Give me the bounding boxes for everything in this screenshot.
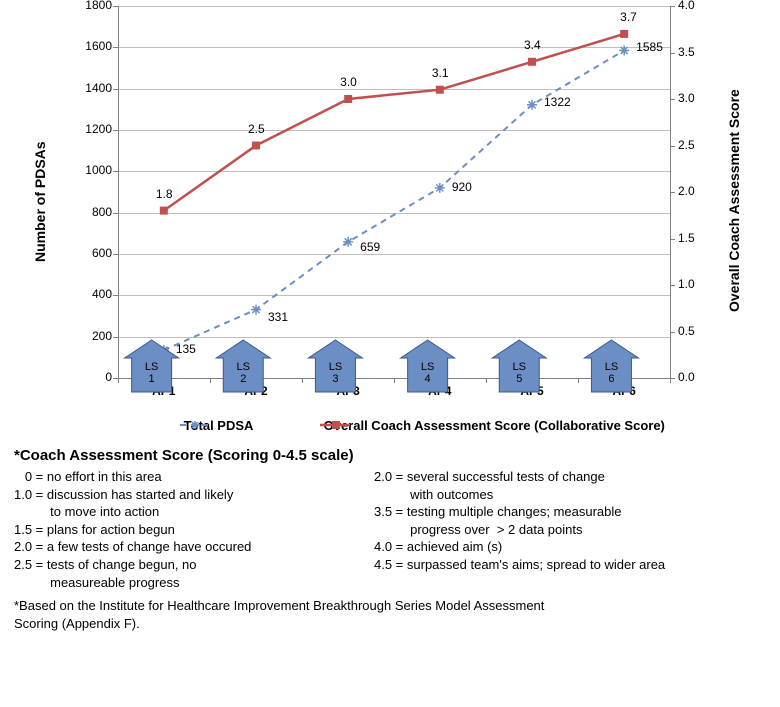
definition-line: 4.0 = achieved aim (s) [374,538,766,556]
marker-asterisk [251,305,261,315]
marker-square [252,142,260,150]
ls-arrow-label: LS5 [499,361,539,385]
data-label: 1322 [544,95,571,109]
data-label: 135 [176,342,196,356]
ls-arrow-label: LS3 [315,361,355,385]
definitions-block: *Coach Assessment Score (Scoring 0-4.5 s… [14,446,766,632]
data-label: 659 [360,240,380,254]
legend-item: Total PDSA [180,418,253,433]
data-label: 3.4 [524,38,541,52]
definition-line: progress over > 2 data points [374,521,766,539]
marker-square [160,207,168,215]
definition-line: 3.5 = testing multiple changes; measurab… [374,503,766,521]
data-label: 3.0 [340,75,357,89]
marker-square [620,30,628,38]
definitions-title: *Coach Assessment Score (Scoring 0-4.5 s… [14,446,766,466]
marker-square [528,58,536,66]
marker-asterisk [435,183,445,193]
data-label: 3.1 [432,66,449,80]
marker-square [344,95,352,103]
ls-arrow-label: LS2 [223,361,263,385]
data-label: 920 [452,180,472,194]
marker-asterisk [527,100,537,110]
definition-line: 2.0 = several successful tests of change [374,468,766,486]
definition-line: 2.5 = tests of change begun, no [14,556,350,574]
legend-item: Overall Coach Assessment Score (Collabor… [320,418,665,433]
legend-label: Overall Coach Assessment Score (Collabor… [320,418,665,433]
definition-line: to move into action [14,503,350,521]
definition-line: 2.0 = a few tests of change have occured [14,538,350,556]
data-label: 1585 [636,40,663,54]
data-label: 1.8 [156,187,173,201]
definition-line: 1.5 = plans for action begun [14,521,350,539]
definition-line: with outcomes [374,486,766,504]
definition-line: measureable progress [14,574,350,592]
chart-svg [0,0,780,440]
definitions-left-column: 0 = no effort in this area1.0 = discussi… [14,468,350,591]
ls-arrow-label: LS4 [408,361,448,385]
definition-line: 0 = no effort in this area [14,468,350,486]
marker-square [436,86,444,94]
marker-asterisk [619,45,629,55]
dual-axis-chart: 0200400600800100012001400160018000.00.51… [0,0,780,440]
data-label: 331 [268,310,288,324]
data-label: 2.5 [248,122,265,136]
ls-arrow-label: LS1 [132,361,172,385]
definition-line: 4.5 = surpassed team's aims; spread to w… [374,556,766,574]
definitions-footnote: *Based on the Institute for Healthcare I… [14,597,766,632]
definition-line: 1.0 = discussion has started and likely [14,486,350,504]
data-label: 3.7 [620,10,637,24]
marker-asterisk [343,237,353,247]
ls-arrow-label: LS6 [591,361,631,385]
series-line [164,34,624,211]
definitions-right-column: 2.0 = several successful tests of change… [374,468,766,591]
